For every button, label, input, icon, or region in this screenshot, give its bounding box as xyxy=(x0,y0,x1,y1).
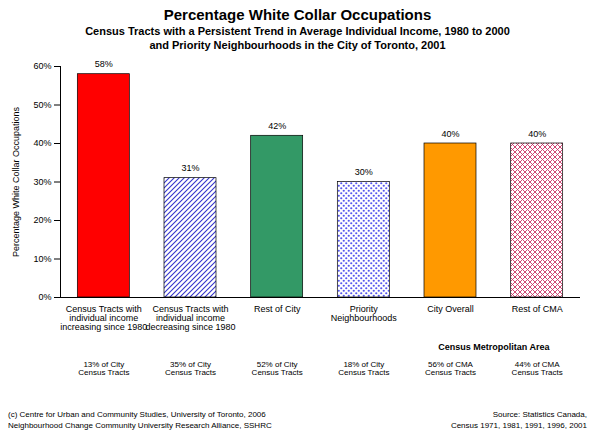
svg-text:58%: 58% xyxy=(95,59,113,69)
svg-text:10%: 10% xyxy=(33,254,51,264)
svg-text:31%: 31% xyxy=(181,163,199,173)
svg-text:0%: 0% xyxy=(38,292,51,302)
html-text:(c) Centre for Urban and Commu: (c) Centre for Urban and Community Studi… xyxy=(8,410,266,419)
svg-text:Census Tracts withindividual i: Census Tracts withindividual incomeincre… xyxy=(60,304,147,332)
svg-text:60%: 60% xyxy=(33,61,51,71)
html-text:Percentage White Collar Occupa: Percentage White Collar Occupations xyxy=(163,6,432,23)
svg-text:52% of CityCensus Tracts: 52% of CityCensus Tracts xyxy=(252,360,303,377)
svg-text:20%: 20% xyxy=(33,215,51,225)
svg-text:Rest of CMA: Rest of CMA xyxy=(512,304,563,314)
svg-text:Census Tracts withindividual i: Census Tracts withindividual incomedecre… xyxy=(145,304,235,332)
svg-text:40%: 40% xyxy=(441,129,459,139)
svg-text:40%: 40% xyxy=(528,129,546,139)
svg-text:30%: 30% xyxy=(355,167,373,177)
html-text:Source: Statistics Canada,: Source: Statistics Canada, xyxy=(492,410,587,419)
svg-text:City Overall: City Overall xyxy=(427,304,474,314)
svg-text:Census Metropolitan Area: Census Metropolitan Area xyxy=(438,342,550,352)
svg-text:42%: 42% xyxy=(268,121,286,131)
html-text:and Priority Neighbourhoods in: and Priority Neighbourhoods in the City … xyxy=(149,39,446,51)
svg-text:30%: 30% xyxy=(33,177,51,187)
svg-text:44% of CMACensus Tracts: 44% of CMACensus Tracts xyxy=(512,360,563,377)
html-text:Census 1971, 1981, 1991, 1996,: Census 1971, 1981, 1991, 1996, 2001 xyxy=(450,421,587,430)
svg-text:40%: 40% xyxy=(33,138,51,148)
html-text:Census Tracts with a Persisten: Census Tracts with a Persistent Trend in… xyxy=(85,25,510,37)
svg-text:56% of CMACensus Tracts: 56% of CMACensus Tracts xyxy=(425,360,476,377)
svg-text:13% of CityCensus Tracts: 13% of CityCensus Tracts xyxy=(78,360,129,377)
svg-text:PriorityNeighbourhoods: PriorityNeighbourhoods xyxy=(331,304,398,323)
svg-text:Percentage White Collar Occupa: Percentage White Collar Occupations xyxy=(11,106,21,257)
svg-text:50%: 50% xyxy=(33,100,51,110)
svg-text:18% of CityCensus Tracts: 18% of CityCensus Tracts xyxy=(338,360,389,377)
html-text:Neighbourhood Change Community: Neighbourhood Change Community Universit… xyxy=(8,421,272,430)
svg-text:35% of CityCensus Tracts: 35% of CityCensus Tracts xyxy=(165,360,216,377)
svg-text:Rest of City: Rest of City xyxy=(254,304,301,314)
